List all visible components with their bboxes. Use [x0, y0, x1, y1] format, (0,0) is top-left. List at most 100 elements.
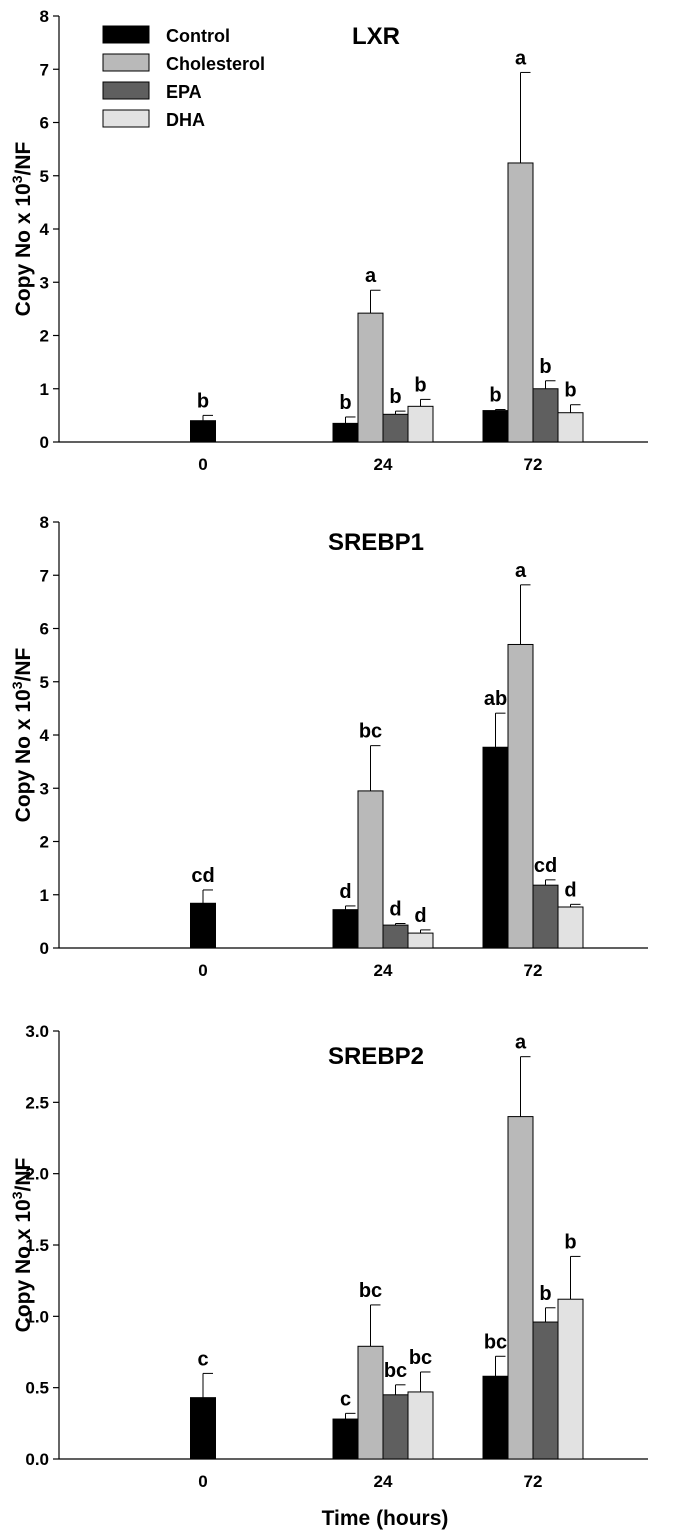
y-tick-label: 2.5: [25, 1093, 49, 1112]
bar-significance-label: bc: [359, 721, 382, 743]
bar-control-0h: [190, 902, 216, 949]
bar-control-72h: [482, 1375, 509, 1460]
bar-significance-label: b: [489, 385, 501, 407]
bar-dha-24h: [407, 405, 434, 443]
bar-dha-72h: [557, 906, 584, 949]
chart-srebp1: SREBP1 Copy No x 103/NF 0 1 2 3 4 5 6 7 8 0 cd 24 d bc d…: [9, 513, 648, 980]
y-tick-label: 3: [40, 779, 49, 798]
bar-control-24h: [332, 909, 359, 949]
legend-label-cholesterol: Cholesterol: [166, 54, 265, 74]
y-tick-label: 7: [40, 60, 49, 79]
y-tick-label: 1.5: [25, 1236, 49, 1255]
x-tick-label: 0: [198, 455, 207, 474]
chart-title: SREBP1: [328, 529, 424, 556]
y-tick-label: 0: [40, 433, 49, 452]
bar-epa-72h: [532, 388, 559, 443]
x-tick-label: 24: [374, 961, 393, 980]
y-tick-label: 1.0: [25, 1307, 49, 1326]
y-tick-label: 7: [40, 566, 49, 585]
bar-significance-label: b: [197, 390, 209, 412]
bar-dha-24h: [407, 1391, 434, 1460]
x-axis-title: Time (hours): [322, 1507, 449, 1530]
bar-significance-label: d: [389, 899, 401, 921]
y-tick-label: 6: [40, 620, 49, 639]
y-tick-label: 5: [40, 167, 49, 186]
y-tick-label: 4: [40, 726, 50, 745]
legend-label-dha: DHA: [166, 110, 205, 130]
bar-significance-label: a: [515, 47, 527, 69]
legend-swatch-dha: [102, 109, 150, 128]
legend-swatch-epa: [102, 81, 150, 100]
bar-significance-label: d: [414, 905, 426, 927]
y-tick-label: 2: [40, 327, 49, 346]
bar-cholesterol-24h: [357, 312, 384, 443]
bar-significance-label: d: [564, 879, 576, 901]
bar-significance-label: b: [539, 1283, 551, 1305]
bar-significance-label: bc: [409, 1347, 432, 1369]
y-tick-label: 1: [40, 886, 49, 905]
bar-significance-label: b: [539, 356, 551, 378]
bar-epa-24h: [382, 1394, 409, 1460]
x-tick-label: 24: [374, 455, 393, 474]
legend-swatch-control: [102, 25, 150, 44]
chart-srebp2: SREBP2 Copy No x 103/NF 0.0 0.5 1.0 1.5 2.0 2.5…: [9, 1022, 648, 1491]
y-tick-label: 8: [40, 513, 49, 532]
x-tick-label: 72: [524, 455, 543, 474]
bar-significance-label: a: [365, 265, 377, 287]
y-tick-label: 4: [40, 220, 50, 239]
y-tick-label: 0.5: [25, 1379, 49, 1398]
y-tick-label: 0.0: [25, 1450, 49, 1469]
bar-significance-label: bc: [359, 1280, 382, 1302]
y-axis-title: Copy No x 103/NF: [9, 647, 35, 822]
bar-significance-label: bc: [484, 1331, 507, 1353]
x-tick-label: 0: [198, 961, 207, 980]
chart-title: SREBP2: [328, 1043, 424, 1070]
bar-control-24h: [332, 422, 359, 443]
y-tick-label: 3.0: [25, 1022, 49, 1041]
chart-title: LXR: [352, 23, 400, 50]
bar-significance-label: a: [515, 560, 527, 582]
bar-cholesterol-72h: [507, 162, 534, 443]
y-tick-label: 2: [40, 833, 49, 852]
bar-cholesterol-24h: [357, 790, 384, 949]
y-axis-title: Copy No x 103/NF: [9, 141, 35, 316]
bar-significance-label: bc: [384, 1360, 407, 1382]
bar-dha-24h: [407, 932, 434, 949]
x-tick-label: 24: [374, 1472, 393, 1491]
bar-significance-label: cd: [191, 865, 214, 887]
bar-significance-label: cd: [534, 855, 557, 877]
bar-epa-72h: [532, 884, 559, 949]
y-tick-label: 8: [40, 7, 49, 26]
x-tick-label: 72: [524, 961, 543, 980]
bar-cholesterol-72h: [507, 1116, 534, 1460]
y-tick-label: 1: [40, 380, 49, 399]
bar-control-0h: [190, 1397, 216, 1460]
bar-dha-72h: [557, 412, 584, 443]
x-tick-label: 0: [198, 1472, 207, 1491]
bar-control-24h: [332, 1418, 359, 1460]
bar-control-72h: [482, 746, 509, 949]
bar-epa-24h: [382, 924, 409, 949]
y-tick-label: 3: [40, 273, 49, 292]
bar-significance-label: b: [414, 374, 426, 396]
bar-significance-label: b: [564, 1231, 576, 1253]
bar-significance-label: b: [389, 386, 401, 408]
x-tick-label: 72: [524, 1472, 543, 1491]
bar-dha-72h: [557, 1298, 584, 1460]
legend-swatch-cholesterol: [102, 53, 150, 72]
bar-significance-label: d: [339, 881, 351, 903]
bar-significance-label: b: [564, 380, 576, 402]
bar-cholesterol-24h: [357, 1345, 384, 1460]
y-tick-label: 5: [40, 673, 49, 692]
y-tick-label: 0: [40, 939, 49, 958]
y-tick-label: 6: [40, 114, 49, 133]
y-tick-label: 2.0: [25, 1165, 49, 1184]
bar-significance-label: c: [340, 1388, 351, 1410]
bar-significance-label: c: [197, 1348, 208, 1370]
y-axis-title: Copy No x 103/NF: [9, 1157, 35, 1332]
bar-epa-24h: [382, 413, 409, 443]
bar-significance-label: b: [339, 392, 351, 414]
bar-significance-label: ab: [484, 688, 507, 710]
